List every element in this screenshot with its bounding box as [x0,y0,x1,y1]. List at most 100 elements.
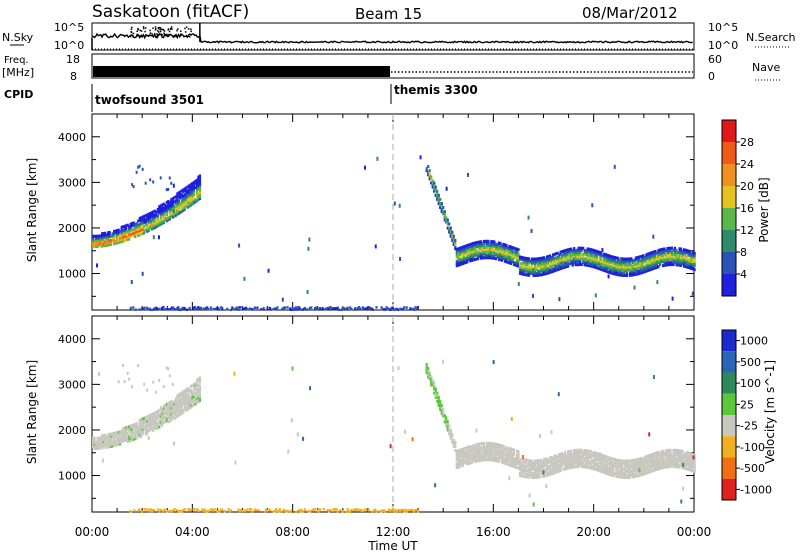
echo-cell [515,459,519,463]
echo-cell [637,472,641,476]
echo-cell [535,475,538,479]
echo-cell [687,259,690,263]
echo-cell [544,270,547,274]
echo-cell [494,450,498,454]
echo-cell [601,456,604,460]
echo-cell [579,263,582,267]
echo-cell [455,466,458,470]
echo-cell [588,262,591,266]
colorbar-tick-label: 20 [740,180,754,193]
echo-cell [161,413,164,417]
echo-cell [559,460,562,464]
echo-cell [658,254,662,258]
echo-cell [440,204,443,208]
echo-cell [448,428,451,432]
echo-cell [436,393,439,397]
echo-cell [111,238,114,242]
echo-cell [570,259,573,263]
echo-cell [667,450,671,454]
echo-cell [533,269,537,273]
echo-cell [180,189,183,193]
echo-cell [625,463,628,467]
echo-cell [615,266,618,270]
echo-cell [123,436,126,440]
echo-cell [497,453,501,457]
echo-cell [616,266,619,270]
echo-cell [114,443,117,447]
echo-cell [633,262,636,266]
echo-cell [481,248,484,252]
echo-cell [576,252,579,256]
echo-cell [499,445,502,449]
echo-cell [499,252,502,256]
echo-cell [439,401,442,405]
echo-cell [616,458,619,462]
echo-cell [658,454,662,458]
echo-cell [538,259,541,263]
echo-cells [92,359,696,514]
echo-cell [546,271,549,275]
echo-cell [564,463,567,467]
echo-cell [321,306,324,310]
echo-cell [482,454,485,458]
echo-cell [642,458,645,462]
echo-cell [666,263,669,267]
echo-cell [286,509,289,513]
echo-cell [165,408,168,412]
echo-cell [589,462,592,466]
echo-cell [693,463,696,467]
echo-cell [179,394,182,398]
echo-cell [159,406,162,410]
echo-cell [639,473,642,477]
echo-cell [573,249,576,253]
echo-cell [649,461,653,465]
echo-cell [685,453,689,457]
echo-cell [570,247,573,251]
echo-cell [191,396,194,400]
echo-cell [506,458,510,462]
echo-cell [508,453,511,457]
echo-cell [660,456,663,460]
echo-cell [213,508,216,511]
echo-cell [544,272,547,276]
echo-cell [458,456,461,460]
echo-cell [567,464,570,468]
echo-cell [161,209,164,213]
echo-cell [619,471,622,475]
echo-cell [598,259,601,263]
echo-cell [164,308,167,311]
echo-cell [503,461,507,465]
echo-cell [448,430,451,434]
echo-cell [517,260,520,264]
echo-cell [149,216,152,220]
echo-cell [463,451,466,455]
echo-cell [585,451,588,455]
echo-cell [102,240,105,244]
echo-cell [619,257,622,262]
echo-cell [167,208,170,212]
echo-cell [431,379,434,383]
echo-cell [238,243,241,248]
echo-cell [615,264,618,268]
echo-cell [487,456,490,460]
colorbar-tick-label: -100 [740,441,765,454]
echo-cell [541,466,544,470]
echo-cell [116,241,119,245]
echo-cell [648,268,651,272]
echo-cell [180,411,183,415]
echo-cell [512,260,516,264]
echo-cell [598,261,601,265]
echo-cell [612,463,615,467]
echo-cell [153,415,156,419]
echo-cell [512,450,516,454]
echo-cell [559,267,562,271]
echo-cell [470,244,473,248]
echo-cell [532,473,535,477]
echo-cell [527,471,531,475]
echo-cell [654,451,657,455]
echo-cell [170,181,173,185]
echo-cell [455,451,458,455]
echo-cell [580,448,583,452]
echo-cell [568,466,571,470]
echo-cell [643,459,647,463]
